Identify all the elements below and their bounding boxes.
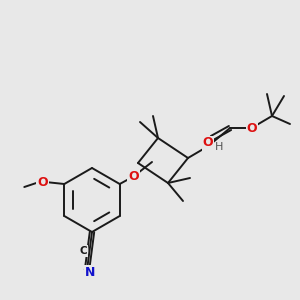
Text: N: N bbox=[203, 140, 213, 152]
Text: O: O bbox=[247, 122, 257, 134]
Text: C: C bbox=[80, 246, 87, 256]
Text: H: H bbox=[215, 142, 224, 152]
Text: O: O bbox=[128, 169, 139, 182]
Text: O: O bbox=[203, 136, 213, 149]
Text: N: N bbox=[85, 266, 95, 278]
Text: O: O bbox=[37, 176, 48, 188]
